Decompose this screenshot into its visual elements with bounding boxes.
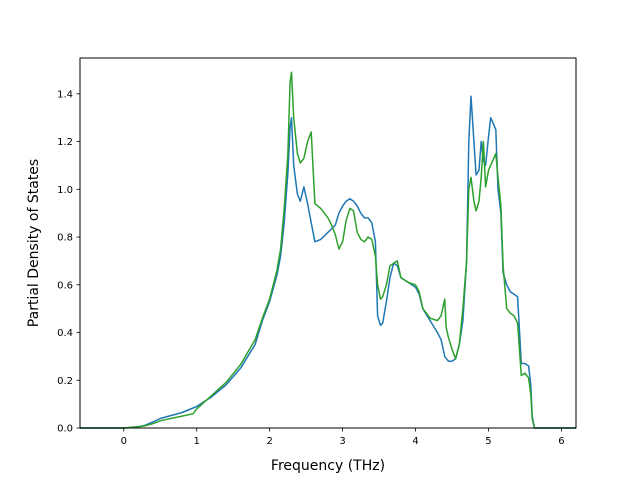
x-tick-label: 5 [485, 436, 491, 447]
y-axis-label: Partial Density of States [26, 159, 42, 327]
x-tick-label: 2 [266, 436, 272, 447]
series-layer [80, 71, 576, 429]
y-tick-label: 0.0 [57, 424, 73, 435]
y-tick-label: 0.2 [57, 376, 73, 387]
plot-frame [79, 57, 577, 429]
x-axis-label: Frequency (THz) [271, 458, 385, 474]
x-tick-label: 0 [121, 436, 127, 447]
x-tick-label: 1 [194, 436, 200, 447]
y-tick-label: 0.8 [57, 233, 73, 244]
series-line-2 [80, 71, 576, 429]
y-axis-ticks: 0.0 0.2 0.4 0.6 0.8 1.0 1.2 1.4 [57, 89, 80, 435]
x-axis-ticks: 0 1 2 3 4 5 6 [121, 428, 565, 447]
y-tick-label: 1.4 [57, 89, 73, 100]
y-tick-label: 1.0 [57, 185, 73, 196]
x-tick-label: 4 [412, 436, 418, 447]
y-tick-label: 0.4 [57, 328, 73, 339]
y-tick-label: 0.6 [57, 280, 73, 291]
series-line-1 [80, 95, 576, 429]
x-tick-label: 6 [558, 436, 564, 447]
plot-area [80, 58, 576, 428]
y-tick-label: 1.2 [57, 137, 73, 148]
x-tick-label: 3 [339, 436, 345, 447]
